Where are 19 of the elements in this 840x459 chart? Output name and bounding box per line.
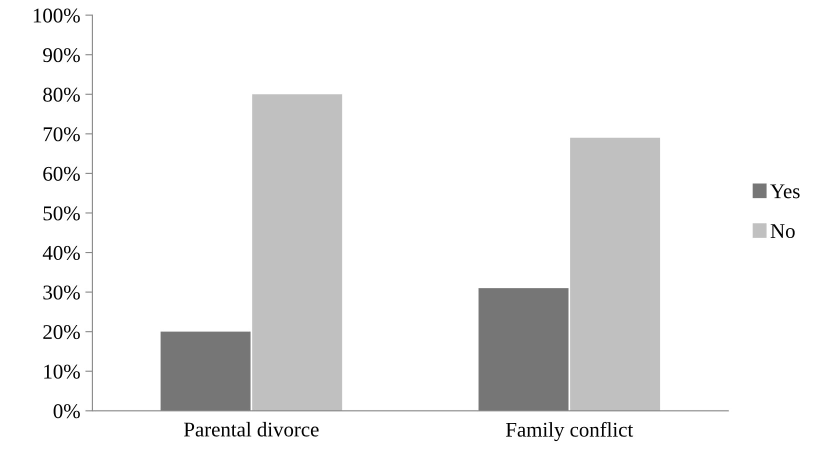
y-tick-label: 0% [54,404,80,418]
legend-label: Yes [770,184,800,198]
legend-label: No [770,224,795,238]
y-tick-label: 100% [34,8,80,23]
x-tick-label: Family conflict [506,422,634,442]
y-tick-label: 70% [44,127,80,142]
y-tick-label: 20% [43,325,80,340]
y-tick-label: 50% [44,206,80,220]
y-tick-label: 40% [42,246,80,260]
y-tick-label: 10% [44,364,80,379]
y-tick-label: 30% [43,285,80,300]
bar [478,288,569,411]
bar [252,94,342,411]
y-tick-label: 60% [43,166,80,181]
x-tick-label: Parental divorce [184,422,319,437]
y-tick-label: 90% [43,48,80,62]
y-tick-label: 80% [43,88,80,102]
bar [570,138,660,411]
bar [160,332,251,411]
